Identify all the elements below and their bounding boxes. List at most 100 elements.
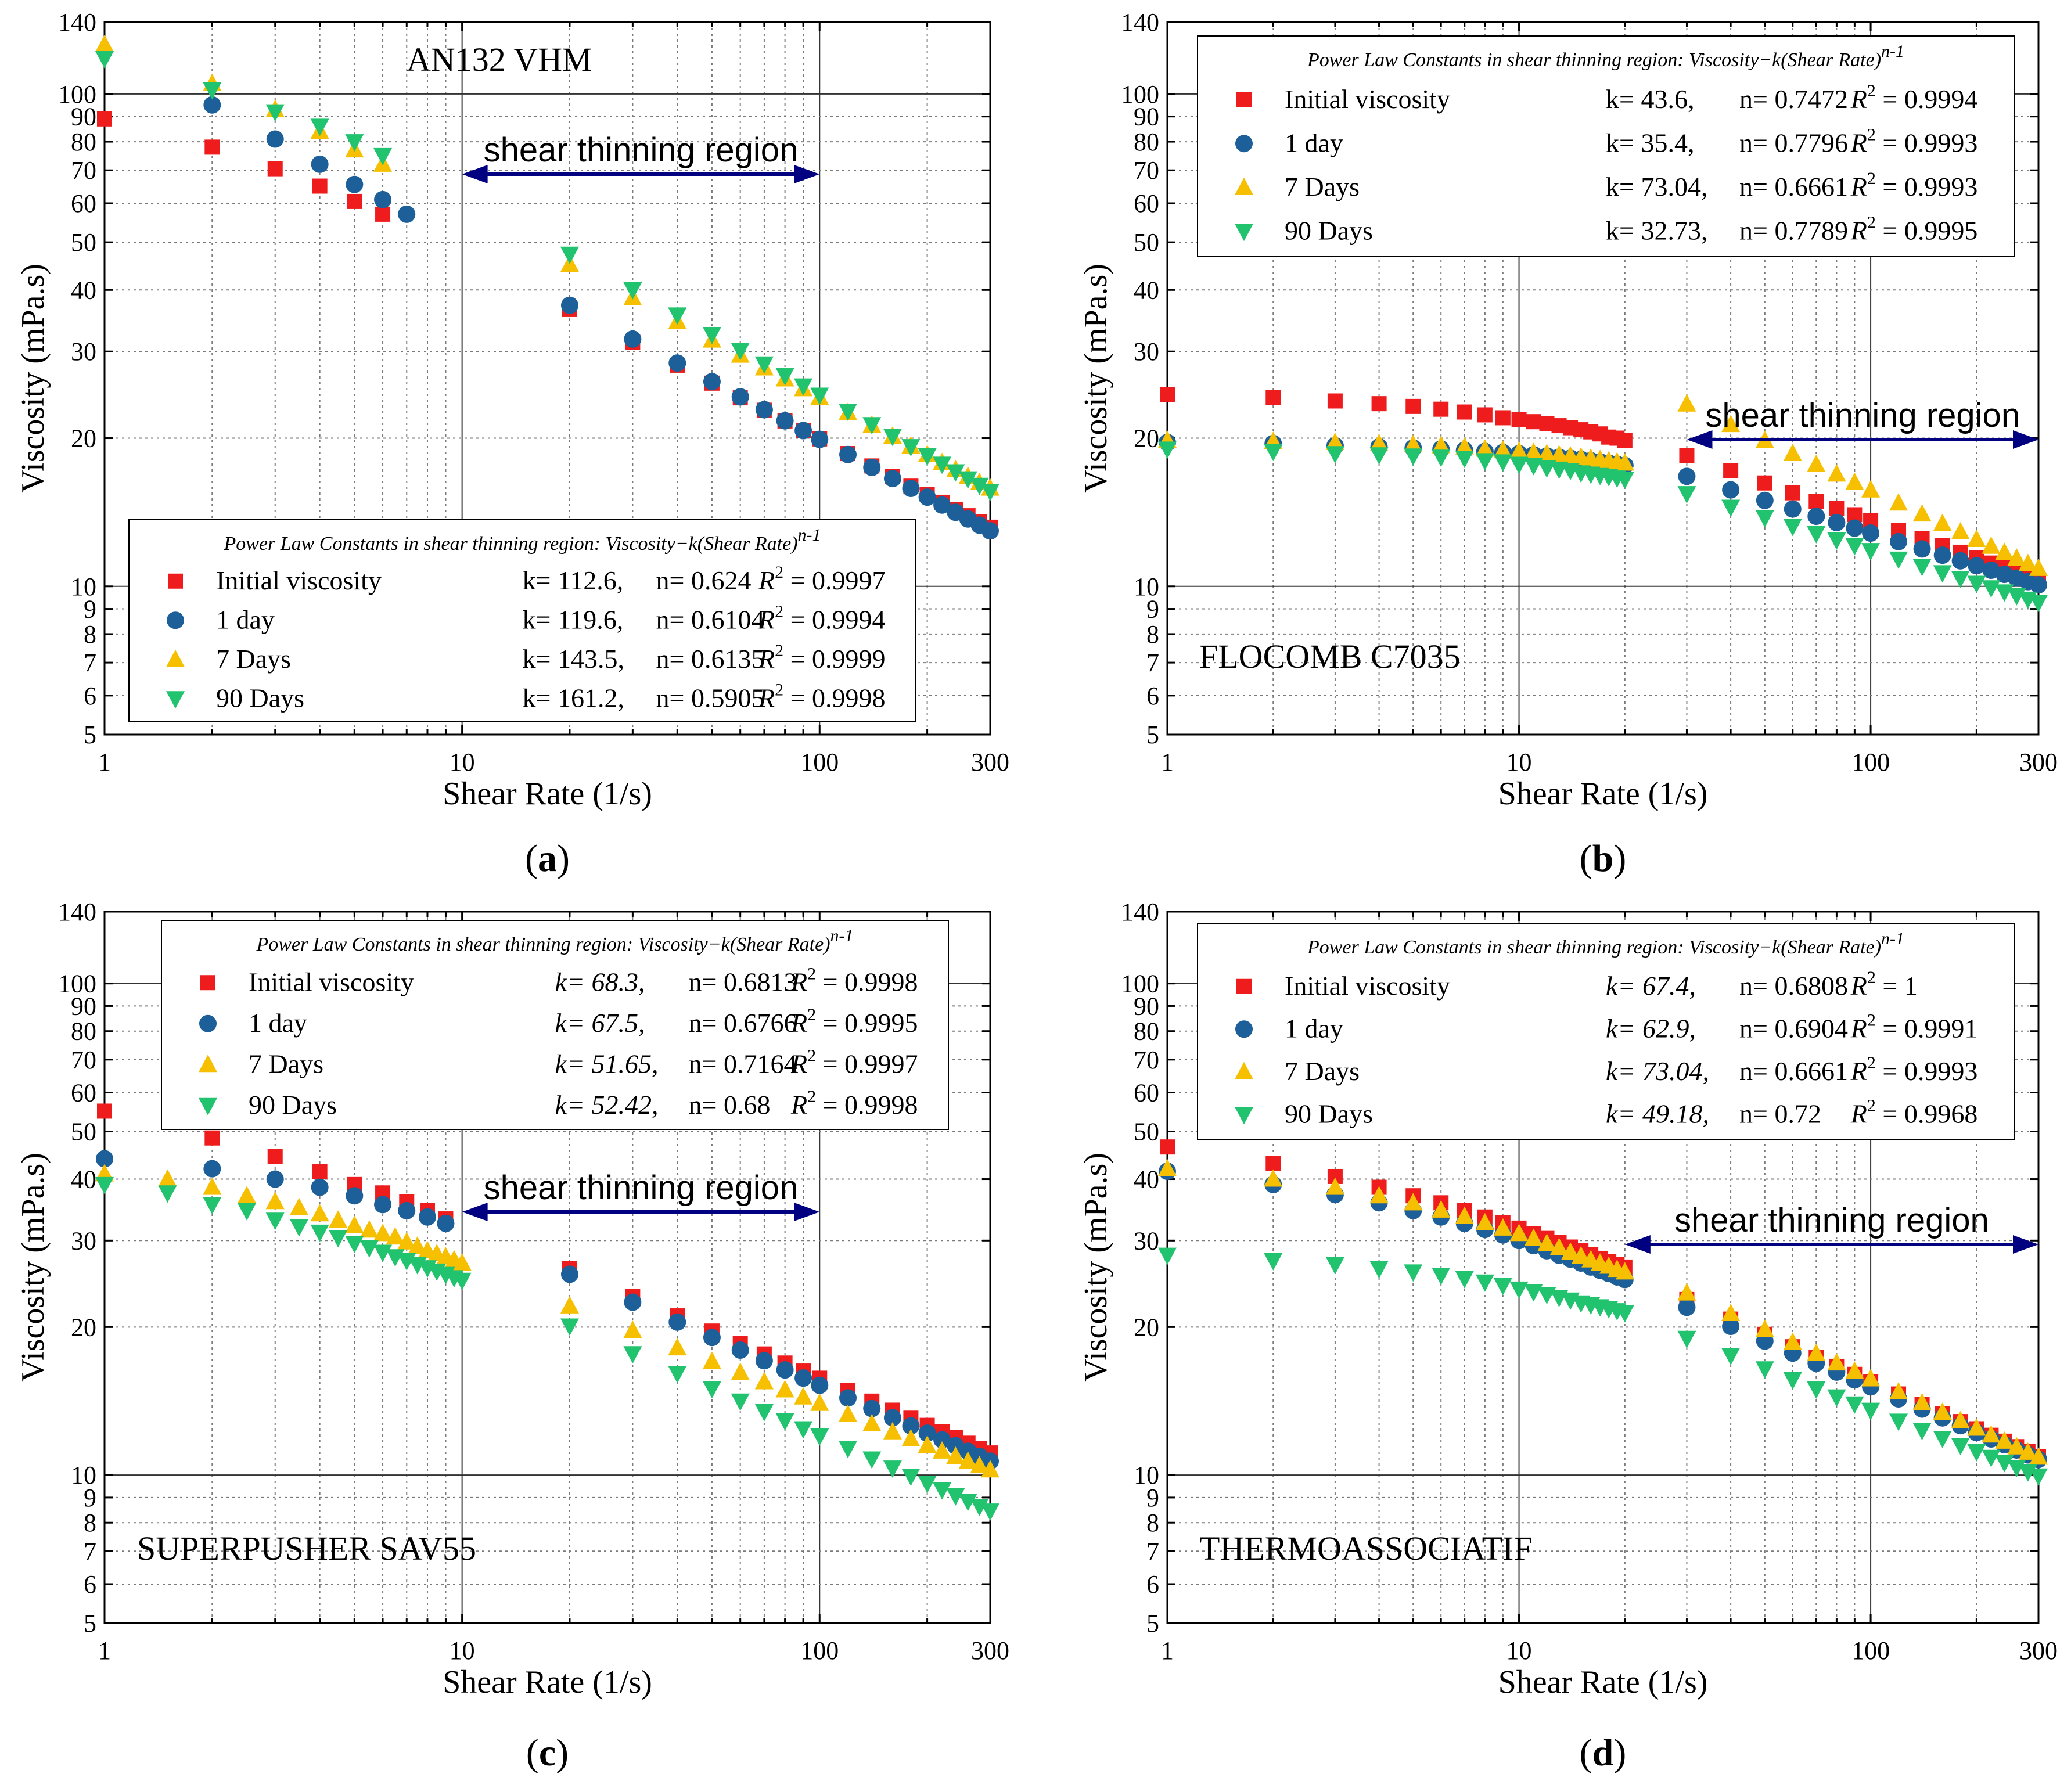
legend-box (1197, 923, 2015, 1140)
panel-label-open: ( (1580, 1732, 1592, 1774)
data-points (1158, 387, 2048, 613)
data-point (1951, 570, 1970, 588)
data-point (373, 1224, 393, 1242)
data-point (2018, 553, 2037, 571)
data-point (95, 34, 114, 52)
legend-entry-0: Initial viscosity k= 43.6, n= 0.7472 R2 = 0… (1236, 81, 1977, 114)
legend-r2-symbol: R (1850, 84, 1867, 114)
data-point (1807, 1343, 1826, 1361)
y-tick-label: 20 (71, 1313, 96, 1341)
data-point (1721, 1348, 1741, 1366)
legend-label: Initial viscosity (1285, 971, 1450, 1001)
legend-title: Power Law Constants in shear thinning re… (1307, 42, 1904, 71)
data-point (1371, 396, 1387, 412)
legend-entry-3: 90 Days k= 32.73, n= 0.7789 R2 = 0.9995 (1235, 213, 1977, 245)
y-tick-label: 30 (1134, 1226, 1159, 1255)
y-tick-label: 140 (1121, 898, 1159, 926)
data-point (1325, 1257, 1344, 1275)
region-arrow-head-right (2013, 430, 2038, 449)
data-point (1721, 499, 1741, 517)
legend-r2-symbol: R (1850, 971, 1867, 1001)
y-tick-label: 90 (71, 992, 96, 1020)
x-axis-label: Shear Rate (1/s) (1498, 776, 1708, 812)
data-point (1982, 562, 2000, 580)
data-point (1951, 522, 1970, 540)
x-tick-label: 1 (1161, 748, 1174, 776)
data-point (1158, 441, 1177, 459)
data-point (754, 356, 774, 374)
data-point (775, 1413, 794, 1431)
data-point (265, 1212, 285, 1230)
data-point (668, 1338, 687, 1356)
legend-r2-symbol: R (790, 1049, 807, 1078)
y-tick-label: 80 (71, 1017, 96, 1046)
data-point (1325, 446, 1344, 464)
data-point (204, 139, 220, 155)
legend-marker (199, 1055, 217, 1073)
data-point (1537, 1233, 1556, 1251)
data-point (958, 1451, 977, 1469)
data-point (310, 1204, 329, 1222)
x-tick-label: 100 (1851, 1636, 1890, 1665)
data-point (1493, 1278, 1512, 1296)
y-tick-label: 30 (71, 337, 96, 366)
data-point (1808, 494, 1824, 509)
data-point (1325, 432, 1344, 450)
data-point (623, 1346, 642, 1364)
legend-entry-0: Initial viscosity k= 67.4, n= 0.6808 R2 = 1 (1236, 968, 1918, 1001)
data-point (624, 330, 642, 348)
legend-r2-exp: 2 (775, 680, 783, 699)
data-point (1861, 543, 1881, 561)
legend-k: k= 119.6, (523, 604, 624, 634)
y-tick-label: 6 (84, 1570, 96, 1599)
data-point (1827, 1389, 1846, 1407)
y-tick-label: 70 (71, 156, 96, 185)
legend-r2: R2 = 0.9998 (790, 1087, 918, 1120)
legend-r2-exp: 2 (807, 1087, 816, 1106)
data-point (1829, 501, 1845, 516)
legend-r2: R2 = 0.9997 (758, 563, 886, 595)
data-point (1807, 526, 1826, 544)
data-point (1677, 1283, 1696, 1301)
x-tick-label: 100 (1851, 748, 1890, 776)
y-axis-label: Viscosity (mPa.s) (15, 264, 51, 493)
legend-box (1197, 35, 2015, 257)
data-point (946, 464, 965, 482)
panel-label: (a) (525, 837, 570, 880)
data-point (1862, 524, 1880, 542)
data-point (329, 1230, 348, 1248)
data-point (1526, 414, 1541, 430)
legend-r2-value: = 0.9995 (1876, 215, 1977, 245)
data-point (970, 1499, 989, 1517)
data-point (1404, 448, 1423, 466)
legend-r2-exp: 2 (807, 1005, 816, 1024)
y-tick-label: 100 (1121, 970, 1159, 998)
region-arrow-head-right (794, 165, 820, 183)
region-label: shear thinning region (484, 1169, 799, 1207)
legend-k: k= 143.5, (523, 644, 624, 674)
data-point (1509, 1224, 1529, 1242)
data-point (1827, 1353, 1846, 1371)
data-point (776, 1361, 794, 1379)
legend-n: n= 0.6904 (1739, 1013, 1848, 1043)
x-tick-label: 10 (450, 1636, 475, 1665)
legend-entry-2: 7 Days k= 73.04, n= 0.6661 R2 = 0.9993 (1235, 1053, 1977, 1086)
data-point (1678, 1298, 1696, 1316)
y-tick-label: 80 (1134, 128, 1159, 156)
data-point (958, 471, 977, 489)
data-point (1912, 504, 1932, 522)
legend-k: k= 32.73, (1606, 215, 1707, 245)
y-tick-label: 140 (1121, 8, 1159, 37)
data-point (2029, 558, 2048, 576)
legend-n: n= 0.5905 (656, 683, 765, 713)
legend-r2: R2 = 0.9999 (758, 641, 886, 674)
legend-r2-value: = 0.9997 (783, 566, 885, 595)
data-point (933, 1431, 951, 1449)
legend: Power Law Constants in shear thinning re… (1197, 35, 2015, 257)
data-point (668, 1366, 687, 1384)
data-point (1861, 1402, 1881, 1420)
legend-r2-symbol: R (758, 566, 775, 595)
